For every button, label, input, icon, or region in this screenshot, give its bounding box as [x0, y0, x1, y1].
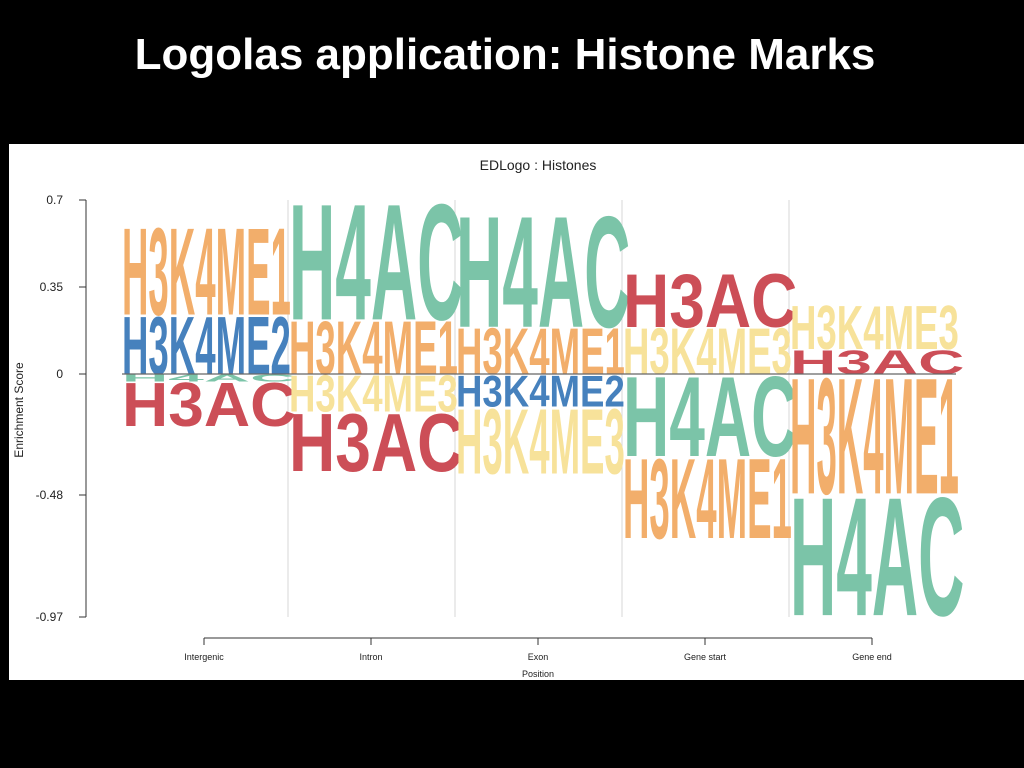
logo-letter-h4ac: H4AC: [289, 169, 463, 355]
logo-letter-h3k4me1: H3K4ME1: [623, 434, 792, 562]
logo-letter-h3k4me1: H3K4ME1: [790, 344, 959, 529]
logo-letter-h3ac: H3AC: [122, 371, 296, 440]
logo-letter-h3k4me3: H3K4ME3: [790, 293, 959, 362]
logo-letter-h3k4me1: H3K4ME1: [456, 316, 625, 389]
y-tick-label: -0.48: [36, 488, 64, 502]
logo-letter-h4ac: H4AC: [790, 463, 964, 652]
logo-letter-h3k4me2: H3K4ME2: [122, 299, 291, 392]
x-tick-label: Exon: [528, 652, 549, 662]
logo-chart: EDLogo : Histones H3K4ME2H3K4ME1H4ACH3AC…: [12, 157, 964, 679]
y-tick-label: 0: [56, 367, 63, 381]
y-tick-label: 0.7: [46, 193, 63, 207]
x-axis-label: Position: [522, 669, 554, 679]
logo-letter-h3k4me3: H3K4ME3: [623, 316, 792, 389]
plot-panel: EDLogo : Histones H3K4ME2 H3K4ME1 H4AC H3AC…: [9, 144, 1024, 680]
logo-letter-h3ac: H3AC: [289, 396, 463, 489]
x-tick-label: Gene end: [852, 652, 892, 662]
y-tick-label: 0.35: [40, 280, 64, 294]
logo-stacks: H3K4ME2H3K4ME1H4ACH3ACH3K4ME1H4ACH3K4ME3…: [122, 169, 964, 652]
logo-letter-h3ac: H3AC: [623, 258, 797, 343]
logo-letter-h4ac: H4AC: [456, 183, 630, 361]
y-tick-label: -0.97: [36, 610, 64, 624]
logo-letter-h3k4me1: H3K4ME1: [289, 305, 458, 390]
x-tick-label: Intergenic: [184, 652, 224, 662]
logo-letter-h3k4me1: H3K4ME1: [122, 203, 291, 341]
logo-letter-h4ac: H4AC: [122, 372, 296, 384]
logo-letter-h3ac: H3AC: [790, 342, 964, 381]
logo-letter-h3k4me3: H3K4ME3: [456, 390, 625, 494]
grid-layer: [287, 200, 790, 617]
x-tick-label: Gene start: [684, 652, 727, 662]
x-tick-label: Intron: [359, 652, 382, 662]
slide-title: Logolas application: Histone Marks: [134, 30, 876, 79]
chart-title: EDLogo : Histones: [480, 157, 597, 173]
y-axis-label: Enrichment Score: [12, 362, 26, 458]
axes: 0.7 0.35 0 -0.48 -0.97 Intergenic Intron Exon Ge…: [36, 193, 956, 662]
